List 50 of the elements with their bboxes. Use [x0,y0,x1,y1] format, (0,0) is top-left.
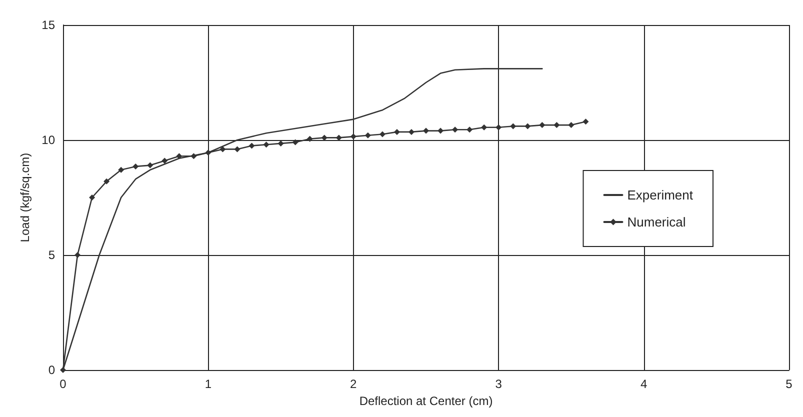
point [190,153,197,160]
point [278,140,284,146]
legend-label: Experiment [627,188,694,202]
point [350,134,356,140]
y-tick-label: 5 [48,248,56,262]
point [263,142,270,148]
point [306,136,313,142]
point [147,162,154,168]
point [438,128,444,134]
point [582,118,589,125]
x-tick-label: 3 [495,377,502,391]
point [74,252,81,258]
point [423,128,429,134]
point [132,163,139,170]
y-tick-label: 0 [48,363,56,377]
point [496,124,502,130]
x-tick-label: 4 [640,377,648,391]
point [205,150,212,156]
x-tick-label: 2 [350,377,358,391]
x-tick-label: 5 [786,377,793,391]
y-axis-title: Load (kgf/sq.cm) [18,152,32,242]
point [539,122,546,128]
point [118,166,124,173]
point [336,134,342,141]
x-tick-label: 1 [204,377,212,391]
point [321,134,328,141]
point [466,126,473,133]
point [510,123,516,130]
point [452,126,458,133]
point [60,367,66,373]
point [89,194,96,200]
point [248,142,255,149]
point [176,153,182,160]
y-tick-label: 15 [42,18,56,32]
point [379,131,386,138]
point [104,178,110,184]
x-axis-title: Deflection at Center (cm) [359,394,493,408]
point [481,124,488,130]
point [554,122,560,128]
point [220,146,226,152]
point [234,146,240,152]
point [364,132,371,138]
point [162,158,168,164]
point [524,123,531,130]
point [568,122,574,128]
y-tick-label: 10 [42,133,56,147]
point [292,139,298,146]
x-tick-label: 0 [60,377,67,391]
point [394,128,400,135]
legend-label: Numerical [627,214,686,230]
